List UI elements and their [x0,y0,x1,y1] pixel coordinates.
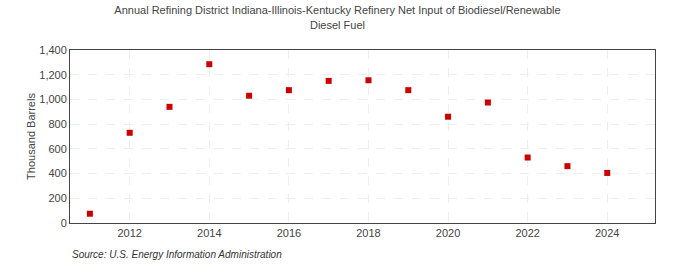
svg-text:Annual Refining District India: Annual Refining District Indiana-Illinoi… [114,4,560,30]
svg-text:Thousand Barrels: Thousand Barrels [25,93,37,180]
svg-text:2012: 2012 [117,227,141,239]
svg-text:1,400: 1,400 [39,44,67,56]
svg-text:200: 200 [48,192,66,204]
svg-text:2014: 2014 [197,227,221,239]
svg-text:600: 600 [48,143,66,155]
svg-text:800: 800 [48,118,66,130]
svg-text:Source: U.S. Energy Informatio: Source: U.S. Energy Information Administ… [72,249,282,260]
svg-text:2016: 2016 [277,227,301,239]
svg-text:400: 400 [48,167,66,179]
svg-text:0: 0 [61,217,67,229]
svg-text:1,200: 1,200 [39,69,67,81]
svg-text:1,000: 1,000 [39,93,67,105]
svg-text:2022: 2022 [515,227,539,239]
svg-text:2024: 2024 [595,227,619,239]
svg-text:2018: 2018 [356,227,380,239]
svg-text:2020: 2020 [436,227,460,239]
